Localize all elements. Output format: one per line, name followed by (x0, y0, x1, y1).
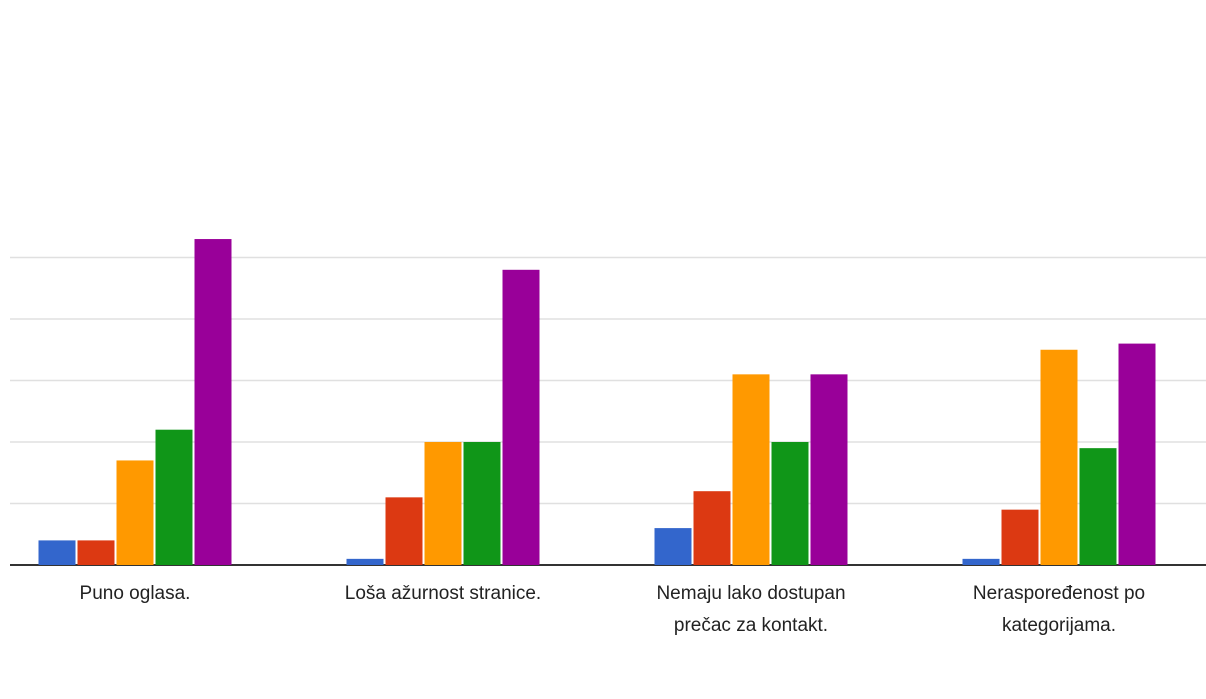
x-tick-label: Puno oglasa. (79, 583, 191, 604)
bar (654, 528, 692, 565)
x-tick-label: Neraspoređenost po kategorijama. (972, 583, 1146, 636)
bar (77, 540, 115, 565)
bar (346, 558, 384, 565)
bar (463, 442, 501, 565)
bar (1040, 349, 1078, 565)
bar (385, 497, 423, 565)
x-tick-label: Nemaju lako dostupan prečac za kontakt. (656, 583, 846, 636)
bar (116, 460, 154, 565)
bar (771, 442, 809, 565)
bar (155, 429, 193, 565)
bar (502, 269, 540, 565)
x-tick-label: Loša ažurnost stranice. (344, 583, 542, 604)
bar (1118, 343, 1156, 565)
bar (962, 558, 1000, 565)
bar (424, 442, 462, 565)
bar (693, 491, 731, 565)
bar (732, 374, 770, 565)
bar (194, 239, 232, 566)
bar (810, 374, 848, 565)
bar (38, 540, 76, 565)
bar (1079, 448, 1117, 565)
bar (1001, 509, 1039, 565)
